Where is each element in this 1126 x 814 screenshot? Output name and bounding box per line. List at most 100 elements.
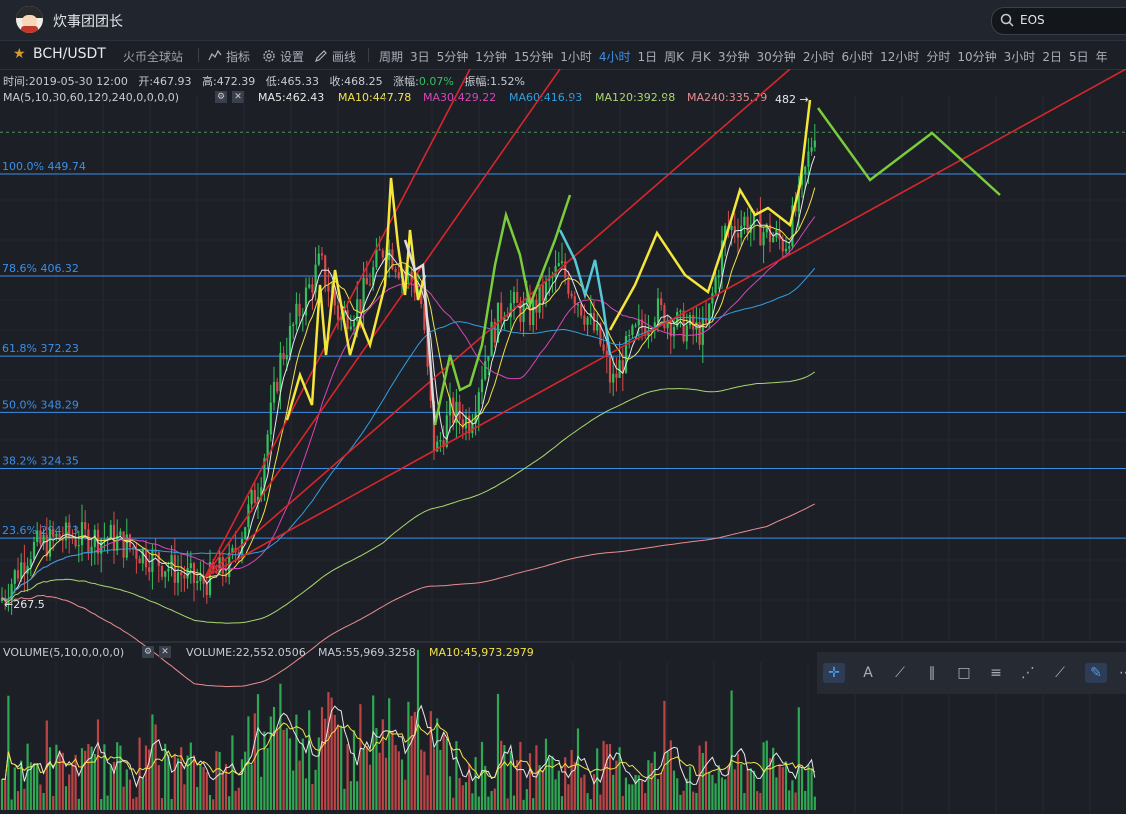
candle-body	[13, 570, 16, 584]
period-option[interactable]: 2小时	[802, 50, 835, 64]
volume-bar	[336, 724, 340, 810]
period-option[interactable]: 1分钟	[475, 50, 507, 64]
candle-body	[797, 184, 800, 212]
volume-bar	[388, 698, 391, 810]
period-option[interactable]: 10分钟	[957, 50, 997, 64]
volume-bar	[269, 716, 272, 810]
search-input[interactable]: EOS	[991, 7, 1126, 35]
volume-close-icon[interactable]: ✕	[159, 646, 171, 658]
info-amplitude: 振幅:1.52%	[464, 75, 525, 88]
period-option[interactable]: 12小时	[880, 50, 920, 64]
period-option[interactable]: 1小时	[560, 50, 592, 64]
volume-bar	[644, 793, 647, 810]
period-option[interactable]: 15分钟	[513, 50, 554, 64]
candle-body	[42, 534, 45, 544]
candle-body	[439, 440, 442, 442]
ma-close-icon[interactable]: ✕	[232, 91, 244, 103]
price-chart[interactable]: 100.0% 449.74 78.6% 406.32 61.8% 372.23 50.…	[0, 69, 1126, 814]
period-option[interactable]: 4小时	[598, 50, 631, 64]
period-option[interactable]: 1日	[637, 50, 658, 64]
period-option[interactable]: 5日	[1068, 50, 1089, 64]
volume-bar	[52, 795, 55, 810]
candle-body	[391, 249, 394, 269]
volume-bar	[253, 713, 256, 810]
wave-tool-icon[interactable]: ⋰	[1021, 665, 1035, 681]
period-option[interactable]: 年	[1095, 50, 1108, 64]
volume-bar	[656, 778, 660, 810]
candle-body	[551, 277, 554, 279]
period-option[interactable]: 2日	[1042, 50, 1062, 64]
volume-bar	[634, 775, 637, 810]
period-option[interactable]: 周K	[664, 50, 685, 64]
volume-bar	[365, 745, 368, 810]
period-option[interactable]: 6小时	[841, 50, 874, 64]
brush-tool-icon[interactable]: ✎	[1085, 663, 1107, 683]
candle-body	[221, 557, 224, 574]
candle-body	[244, 527, 247, 540]
volume-bar	[666, 751, 669, 810]
period-option[interactable]: 分时	[926, 50, 951, 64]
candle-body	[490, 321, 493, 357]
candle-body	[464, 415, 468, 429]
volume-bar	[672, 770, 676, 810]
draw-line-button[interactable]: 画线	[314, 48, 362, 64]
indicators-button[interactable]: 指标	[208, 48, 256, 64]
username: 炊事团团长	[53, 14, 123, 30]
candle-body	[762, 232, 765, 246]
candle-body	[279, 352, 282, 392]
volume-bar	[397, 751, 400, 810]
volume-bar	[516, 760, 519, 810]
fib-level-label: 100.0% 449.74	[2, 160, 86, 173]
volume-bar	[682, 790, 685, 810]
crosshair-tool-icon[interactable]: ✛	[823, 663, 845, 683]
period-option[interactable]: 3日	[410, 50, 430, 64]
volume-bar	[650, 762, 653, 810]
volume-bar	[528, 753, 532, 810]
ma-legend-label: MA(5,10,30,60,120,240,0,0,0,0)	[3, 91, 180, 104]
candle-body	[74, 539, 77, 547]
vertical-lines-tool-icon[interactable]: ∥	[928, 665, 936, 681]
period-option[interactable]: 5分钟	[436, 50, 469, 64]
candle-body	[704, 318, 708, 323]
volume-bar	[711, 774, 714, 810]
candle-body	[474, 413, 477, 424]
period-option[interactable]: 3分钟	[717, 50, 750, 64]
period-option[interactable]: 30分钟	[756, 50, 796, 64]
ma-settings-icon[interactable]: ⚙	[215, 91, 227, 103]
settings-button[interactable]: 设置	[262, 48, 310, 64]
info-change-label: 涨幅:	[393, 75, 419, 88]
rectangle-tool-icon[interactable]: □	[957, 665, 971, 681]
volume-bar	[144, 745, 148, 810]
candle-body	[87, 529, 90, 554]
volume-settings-icon[interactable]: ⚙	[142, 646, 154, 658]
period-option[interactable]: 3小时	[1003, 50, 1036, 64]
volume-bar	[400, 759, 404, 810]
candle-body	[240, 539, 244, 554]
favorite-star-icon[interactable]: ★	[13, 46, 26, 62]
period-label[interactable]: 周期	[379, 50, 404, 64]
volume-bar	[560, 796, 564, 810]
fibonacci-tool-icon[interactable]: ≡	[990, 665, 1002, 681]
volume-bar	[93, 753, 96, 810]
avatar[interactable]	[16, 6, 43, 33]
volume-bar	[36, 763, 39, 810]
volume-bar	[240, 759, 244, 810]
ruler-tool-icon[interactable]: ⟋	[1055, 665, 1065, 681]
trendline-tool-icon[interactable]: ⟋	[895, 665, 905, 681]
volume-bar	[538, 765, 541, 810]
volume-bar	[749, 768, 752, 810]
candle-body	[237, 552, 240, 554]
trading-pair[interactable]: BCH/USDT	[33, 46, 106, 62]
more-tools-icon[interactable]: ⋯	[1119, 665, 1126, 681]
volume-bar	[285, 728, 288, 810]
candle-body	[298, 303, 301, 317]
high-price-marker: 482 →	[775, 93, 809, 106]
period-option[interactable]: 月K	[691, 50, 711, 64]
volume-bar	[141, 777, 144, 810]
text-tool-icon[interactable]: A	[863, 665, 873, 681]
candle-body	[701, 318, 704, 345]
volume-bar	[282, 729, 285, 810]
search-icon	[1000, 13, 1014, 27]
volume-bar	[352, 730, 356, 810]
candle-info: 时间:2019-05-30 12:00 开:467.93 高:472.39 低:…	[3, 73, 525, 89]
